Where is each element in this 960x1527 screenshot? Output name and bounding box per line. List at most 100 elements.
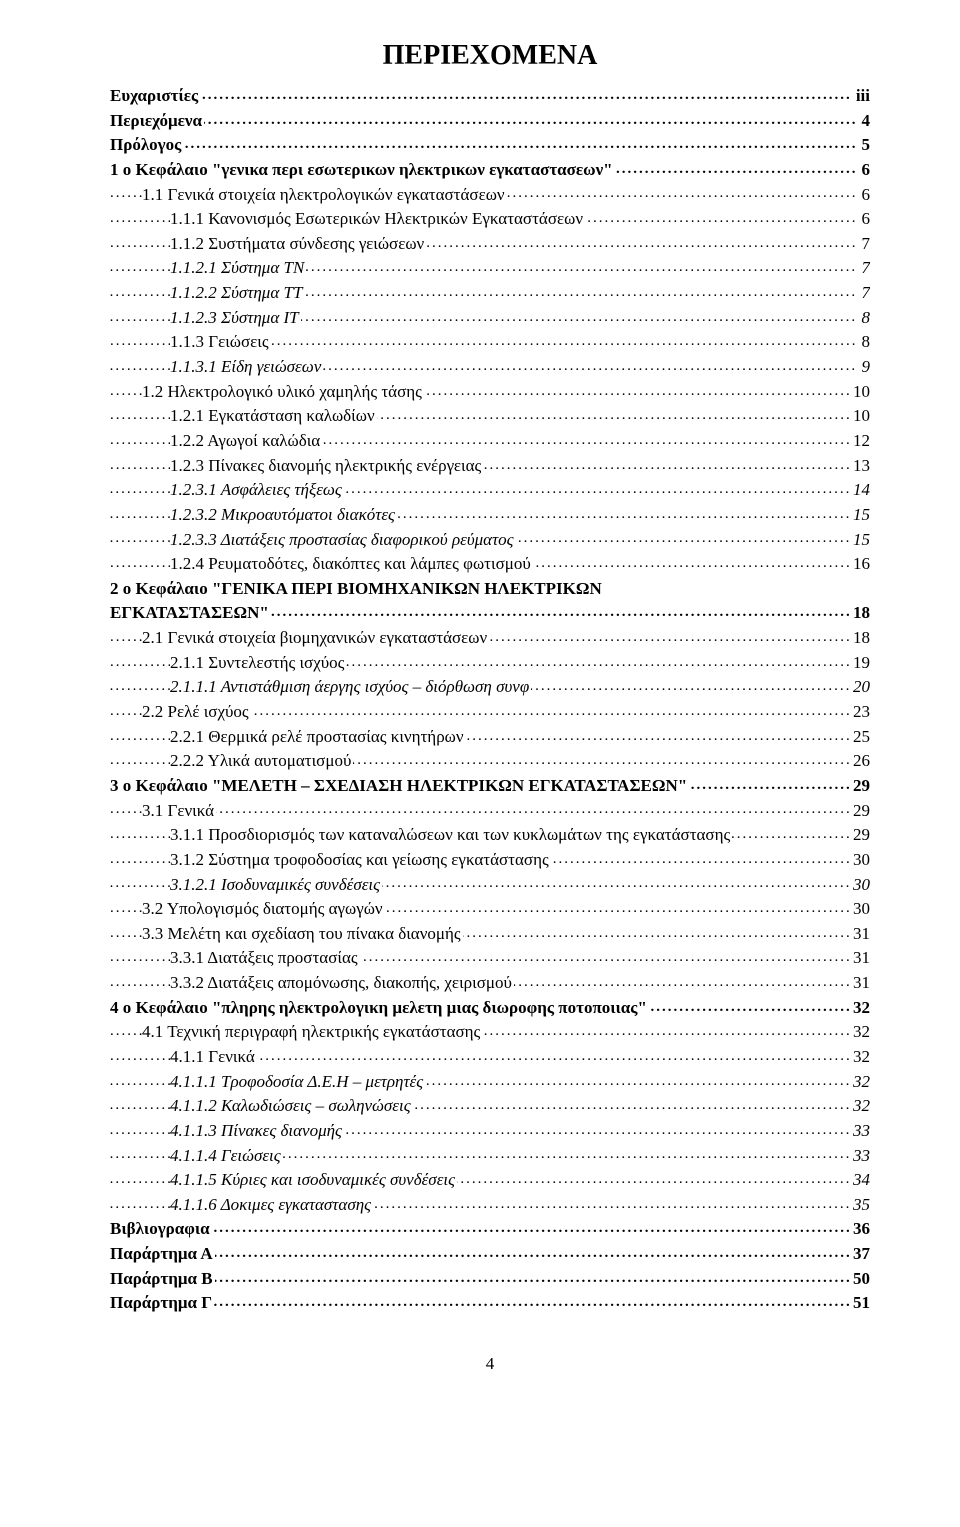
toc-entry-page: 25 xyxy=(849,725,870,750)
toc-entry-label: 4.1.1.2 Καλωδιώσεις – σωληνώσεις xyxy=(170,1096,413,1115)
toc-entry-label: 3.3.1 Διατάξεις προστασίας xyxy=(170,948,360,967)
toc-entry: Βιβλιογραφια36 xyxy=(110,1217,870,1242)
toc-entry: 4.1.1.3 Πίνακες διανομής 33 xyxy=(110,1119,870,1144)
toc-entry: 3 ο Κεφάλαιο "ΜΕΛΕΤΗ – ΣΧΕΔΙΑΣΗ ΗΛΕΚΤΡΙΚ… xyxy=(110,774,870,799)
toc-container: Ευχαριστίεςiii Περιεχόμενα 4 Πρόλογος 5 1 ο Κ… xyxy=(110,84,870,1316)
toc-entry-page: 5 xyxy=(858,133,871,158)
toc-entry: 1 ο Κεφάλαιο "γενικα περι εσωτερικων ηλε… xyxy=(110,158,870,183)
toc-entry-page: 23 xyxy=(849,700,870,725)
toc-entry-label: 4 ο Κεφάλαιο "πληρης ηλεκτρολογικη μελετ… xyxy=(110,998,649,1017)
toc-entry-page: 7 xyxy=(858,281,871,306)
toc-entry-page: 8 xyxy=(858,306,871,331)
toc-entry-label: 3.3.2 Διατάξεις απομόνωσης, διακοπής, χε… xyxy=(170,973,514,992)
toc-entry-page: 18 xyxy=(849,626,870,651)
toc-entry-label: 4.1.1.4 Γειώσεις xyxy=(170,1146,283,1165)
toc-entry-page: 32 xyxy=(849,1045,870,1070)
toc-entry-label: 1.1.2 Συστήματα σύνδεσης γειώσεων xyxy=(170,234,426,253)
toc-entry: 4.1 Τεχνική περιγραφή ηλεκτρικής εγκατάσ… xyxy=(110,1020,870,1045)
toc-entry: 4.1.1.5 Κύριες και ισοδυναμικές συνδέσει… xyxy=(110,1168,870,1193)
toc-entry-page: 4 xyxy=(858,109,871,134)
toc-entry-page: 33 xyxy=(849,1119,870,1144)
toc-entry-page: 20 xyxy=(849,675,870,700)
toc-entry: Παράρτημα Α 37 xyxy=(110,1242,870,1267)
toc-entry: 1.1 Γενικά στοιχεία ηλεκτρολογικών εγκατ… xyxy=(110,183,870,208)
toc-entry-page: 12 xyxy=(849,429,870,454)
toc-entry: 1.2.3.2 Μικροαυτόματοι διακότες15 xyxy=(110,503,870,528)
toc-entry-page: 29 xyxy=(849,799,870,824)
toc-entry: 1.1.1 Κανονισμός Εσωτερικών Ηλεκτρικών Ε… xyxy=(110,207,870,232)
toc-entry: Περιεχόμενα 4 xyxy=(110,109,870,134)
toc-entry: Ευχαριστίεςiii xyxy=(110,84,870,109)
toc-entry: 1.1.2.2 Σύστημα TT7 xyxy=(110,281,870,306)
toc-entry: 4.1.1.2 Καλωδιώσεις – σωληνώσεις32 xyxy=(110,1094,870,1119)
toc-entry-page: 30 xyxy=(849,897,870,922)
toc-entry: 2.1 Γενικά στοιχεία βιομηχανικών εγκατασ… xyxy=(110,626,870,651)
toc-entry: 2.2.1 Θερμικά ρελέ προστασίας κινητήρων2… xyxy=(110,725,870,750)
toc-entry-page: 9 xyxy=(858,355,871,380)
toc-entry-page: 32 xyxy=(849,996,870,1021)
toc-entry-label: 4.1 Τεχνική περιγραφή ηλεκτρικής εγκατάσ… xyxy=(142,1022,482,1041)
toc-entry-label: 1.2.3 Πίνακες διανομής ηλεκτρικής ενέργε… xyxy=(170,456,483,475)
toc-entry: 4.1.1 Γενικά 32 xyxy=(110,1045,870,1070)
toc-entry-page: 15 xyxy=(849,528,870,553)
toc-entry-page: 31 xyxy=(849,971,870,996)
toc-entry-page: 26 xyxy=(849,749,870,774)
toc-entry-label: 1.2.3.3 Διατάξεις προστασίας διαφορικού … xyxy=(170,530,516,549)
toc-entry-label: 4.1.1 Γενικά xyxy=(170,1047,257,1066)
toc-entry-page: 37 xyxy=(849,1242,870,1267)
toc-entry: 3.3.1 Διατάξεις προστασίας 31 xyxy=(110,946,870,971)
toc-entry-label: 2.1.1 Συντελεστής ισχύος xyxy=(170,653,346,672)
toc-entry-page: 10 xyxy=(849,380,870,405)
toc-entry: 2.1.1.1 Αντιστάθμιση άεργης ισχύος – διό… xyxy=(110,675,870,700)
toc-entry-label: 4.1.1.6 Δοκιμες εγκαταστασης xyxy=(170,1195,373,1214)
toc-entry-page: 31 xyxy=(849,922,870,947)
page-number: 4 xyxy=(110,1354,870,1374)
toc-entry-page: iii xyxy=(852,84,870,109)
toc-entry: 3.1 Γενικά 29 xyxy=(110,799,870,824)
toc-entry-label: 4.1.1.1 Τροφοδοσία Δ.Ε.Η – μετρητές xyxy=(170,1072,425,1091)
toc-entry-page: 19 xyxy=(849,651,870,676)
toc-entry-label: 4.1.1.3 Πίνακες διανομής xyxy=(170,1121,344,1140)
toc-entry-label: Παράρτημα Α xyxy=(110,1244,215,1263)
toc-entry-page: 35 xyxy=(849,1193,870,1218)
toc-entry-page: 30 xyxy=(849,873,870,898)
toc-entry-label: 3.1.1 Προσδιορισμός των καταναλώσεων και… xyxy=(170,825,732,844)
document-title: ΠΕΡΙΕΧΟΜΕΝΑ xyxy=(110,40,870,72)
toc-entry-page: 31 xyxy=(849,946,870,971)
toc-entry-label: 3.1 Γενικά xyxy=(142,801,216,820)
toc-entry-label: 2.1.1.1 Αντιστάθμιση άεργης ισχύος – διό… xyxy=(170,677,531,696)
toc-entry-page: 6 xyxy=(858,183,871,208)
toc-entry-page: 29 xyxy=(849,774,870,799)
toc-entry: Πρόλογος 5 xyxy=(110,133,870,158)
toc-entry-page: 32 xyxy=(849,1070,870,1095)
toc-entry-label: 1.1 Γενικά στοιχεία ηλεκτρολογικών εγκατ… xyxy=(142,185,507,204)
toc-entry-label: 1.2.1 Εγκατάσταση καλωδίων xyxy=(170,406,377,425)
toc-entry-label: 1.1.2.1 Σύστημα TN xyxy=(170,258,306,277)
toc-entry-page: 7 xyxy=(858,232,871,257)
toc-entry-label: 3 ο Κεφάλαιο "ΜΕΛΕΤΗ – ΣΧΕΔΙΑΣΗ ΗΛΕΚΤΡΙΚ… xyxy=(110,776,689,795)
toc-entry: Παράρτημα Γ51 xyxy=(110,1291,870,1316)
toc-entry-label: 1.2.2 Αγωγοί καλώδια xyxy=(170,431,322,450)
toc-entry-label: 3.2 Υπολογισμός διατομής αγωγών xyxy=(142,899,385,918)
toc-entry-label: 1.1.3 Γειώσεις xyxy=(170,332,271,351)
toc-entry-page: 14 xyxy=(849,478,870,503)
toc-entry: 2 ο Κεφάλαιο "ΓΕΝΙΚΑ ΠΕΡΙ ΒΙΟΜΗΧΑΝΙΚΩΝ Η… xyxy=(110,577,870,602)
toc-entry-page: 10 xyxy=(849,404,870,429)
toc-entry-label: 1 ο Κεφάλαιο "γενικα περι εσωτερικων ηλε… xyxy=(110,160,615,179)
toc-entry: 3.1.2.1 Ισοδυναμικές συνδέσεις30 xyxy=(110,873,870,898)
toc-entry: 1.2.1 Εγκατάσταση καλωδίων 10 xyxy=(110,404,870,429)
toc-entry-label: 3.1.2 Σύστημα τροφοδοσίας και γείωσης εγ… xyxy=(170,850,551,869)
toc-entry-page: 36 xyxy=(849,1217,870,1242)
toc-entry-label: Περιεχόμενα xyxy=(110,111,204,130)
toc-entry-label: 1.2.3.1 Ασφάλειες τήξεως xyxy=(170,480,344,499)
toc-entry-page: 16 xyxy=(849,552,870,577)
toc-entry: 4.1.1.1 Τροφοδοσία Δ.Ε.Η – μετρητές 32 xyxy=(110,1070,870,1095)
toc-entry-page: 34 xyxy=(849,1168,870,1193)
toc-entry-label: Πρόλογος xyxy=(110,135,183,154)
toc-entry: 3.3 Μελέτη και σχεδίαση του πίνακα διανο… xyxy=(110,922,870,947)
toc-entry-label: ΕΓΚΑΤΑΣΤΑΣΕΩΝ" xyxy=(110,603,271,622)
toc-entry: 1.2.3.1 Ασφάλειες τήξεως 14 xyxy=(110,478,870,503)
toc-entry-page: 33 xyxy=(849,1144,870,1169)
toc-entry-page: 15 xyxy=(849,503,870,528)
toc-entry: 1.2.2 Αγωγοί καλώδια 12 xyxy=(110,429,870,454)
